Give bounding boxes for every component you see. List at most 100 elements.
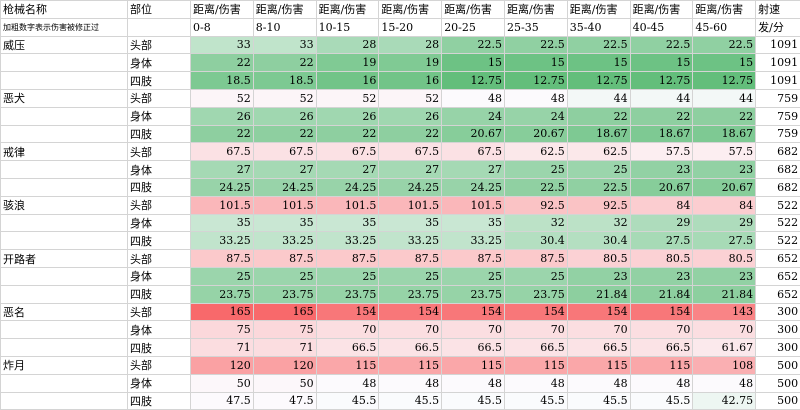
gun-name (0, 338, 128, 357)
part: 头部 (127, 249, 191, 268)
damage-cell: 101.5 (441, 195, 505, 215)
damage-cell: 22 (566, 106, 631, 126)
header-cell: 距离/伤害 (503, 0, 568, 19)
header-cell: 15-20 (378, 17, 443, 37)
damage-cell: 24 (441, 106, 505, 126)
damage-cell: 27 (378, 160, 443, 179)
damage-cell: 32 (503, 213, 568, 233)
damage-cell: 70 (378, 320, 443, 340)
damage-cell: 25 (503, 266, 568, 286)
gun-name (0, 213, 128, 233)
part: 身体 (127, 266, 191, 286)
table-row: 加粗数字表示伤害被修正过 0-8 8-10 10-15 15-20 20-25 25-35 3… (0, 17, 800, 37)
fire-rate: 522 (755, 213, 800, 233)
part: 四肢 (127, 124, 191, 144)
damage-cell: 22 (252, 124, 317, 144)
damage-cell: 120 (190, 355, 254, 375)
damage-cell: 33 (252, 35, 317, 55)
part: 头部 (127, 142, 191, 162)
damage-cell: 80.5 (629, 249, 694, 268)
part: 头部 (127, 35, 191, 55)
damage-cell: 23 (692, 160, 757, 179)
gun-name: 炸月 (0, 355, 128, 375)
damage-cell: 22.5 (441, 35, 505, 55)
part: 身体 (127, 160, 191, 179)
part: 头部 (127, 195, 191, 215)
damage-cell: 26 (190, 106, 254, 126)
damage-cell: 22 (252, 53, 317, 73)
damage-cell: 29 (692, 213, 757, 233)
header-cell: 40-45 (629, 17, 694, 37)
damage-cell: 22 (190, 124, 254, 144)
gun-name (0, 106, 128, 126)
table-row: 身体 27 27 27 27 27 25 25 23 23 682 (0, 160, 800, 179)
damage-cell: 20.67 (441, 124, 505, 144)
damage-cell: 25 (503, 160, 568, 179)
damage-cell: 23 (692, 266, 757, 286)
fire-rate: 1091 (755, 35, 800, 55)
table-row: 四肢 33.25 33.25 33.25 33.25 33.25 30.4 30.4 27.5 2… (0, 231, 800, 251)
damage-cell: 66.5 (629, 338, 694, 357)
damage-cell: 50 (190, 373, 254, 393)
damage-cell: 66.5 (441, 338, 505, 357)
header-cell: 10-15 (315, 17, 380, 37)
damage-cell: 35 (252, 213, 317, 233)
fire-rate: 759 (755, 124, 800, 144)
fire-rate: 522 (755, 195, 800, 215)
damage-cell: 87.5 (252, 249, 317, 268)
damage-cell: 12.75 (441, 71, 505, 90)
damage-cell: 23.75 (315, 284, 380, 304)
header-cell: 距离/伤害 (692, 0, 757, 19)
damage-cell: 23 (629, 160, 694, 179)
damage-cell: 66.5 (566, 338, 631, 357)
damage-cell: 35 (441, 213, 505, 233)
damage-cell: 45.5 (566, 391, 631, 410)
damage-cell: 70 (503, 320, 568, 340)
part: 身体 (127, 53, 191, 73)
damage-cell: 22.5 (692, 35, 757, 55)
header-cell: 距离/伤害 (378, 0, 443, 19)
fire-rate: 682 (755, 177, 800, 197)
damage-cell: 154 (441, 302, 505, 322)
damage-cell: 23.75 (503, 284, 568, 304)
table-row: 四肢 71 71 66.5 66.5 66.5 66.5 66.5 66.5 61.67 300 (0, 338, 800, 357)
damage-cell: 67.5 (190, 142, 254, 162)
damage-cell: 22.5 (629, 35, 694, 55)
damage-cell: 27 (441, 160, 505, 179)
damage-cell: 47.5 (252, 391, 317, 410)
table-row: 身体 75 75 70 70 70 70 70 70 70 300 (0, 320, 800, 340)
table-row: 四肢 22 22 22 22 20.67 20.67 18.67 18.67 18.67 759 (0, 124, 800, 144)
damage-cell: 27 (190, 160, 254, 179)
damage-cell: 25 (378, 266, 443, 286)
damage-cell: 70 (566, 320, 631, 340)
fire-rate: 759 (755, 106, 800, 126)
damage-cell: 22.5 (566, 177, 631, 197)
header-cell: 射速 (755, 0, 800, 19)
damage-cell: 48 (378, 373, 443, 393)
damage-cell: 18.67 (566, 124, 631, 144)
damage-cell: 50 (252, 373, 317, 393)
fire-rate: 652 (755, 266, 800, 286)
damage-cell: 154 (378, 302, 443, 322)
damage-cell: 48 (503, 88, 568, 108)
damage-cell: 29 (629, 213, 694, 233)
fire-rate: 500 (755, 355, 800, 375)
damage-cell: 22 (190, 53, 254, 73)
damage-cell: 70 (629, 320, 694, 340)
damage-cell: 87.5 (441, 249, 505, 268)
part: 四肢 (127, 231, 191, 251)
part: 头部 (127, 88, 191, 108)
damage-cell: 24 (503, 106, 568, 126)
table-row: 四肢 23.75 23.75 23.75 23.75 23.75 23.75 21.84 21.… (0, 284, 800, 304)
damage-cell: 120 (252, 355, 317, 375)
damage-cell: 12.75 (692, 71, 757, 90)
damage-cell: 27.5 (629, 231, 694, 251)
part: 头部 (127, 302, 191, 322)
fire-rate: 1091 (755, 53, 800, 73)
damage-cell: 24.25 (315, 177, 380, 197)
damage-cell: 87.5 (190, 249, 254, 268)
table-row: 身体 25 25 25 25 25 25 23 23 23 652 (0, 266, 800, 286)
damage-cell: 45.5 (503, 391, 568, 410)
damage-cell: 101.5 (378, 195, 443, 215)
